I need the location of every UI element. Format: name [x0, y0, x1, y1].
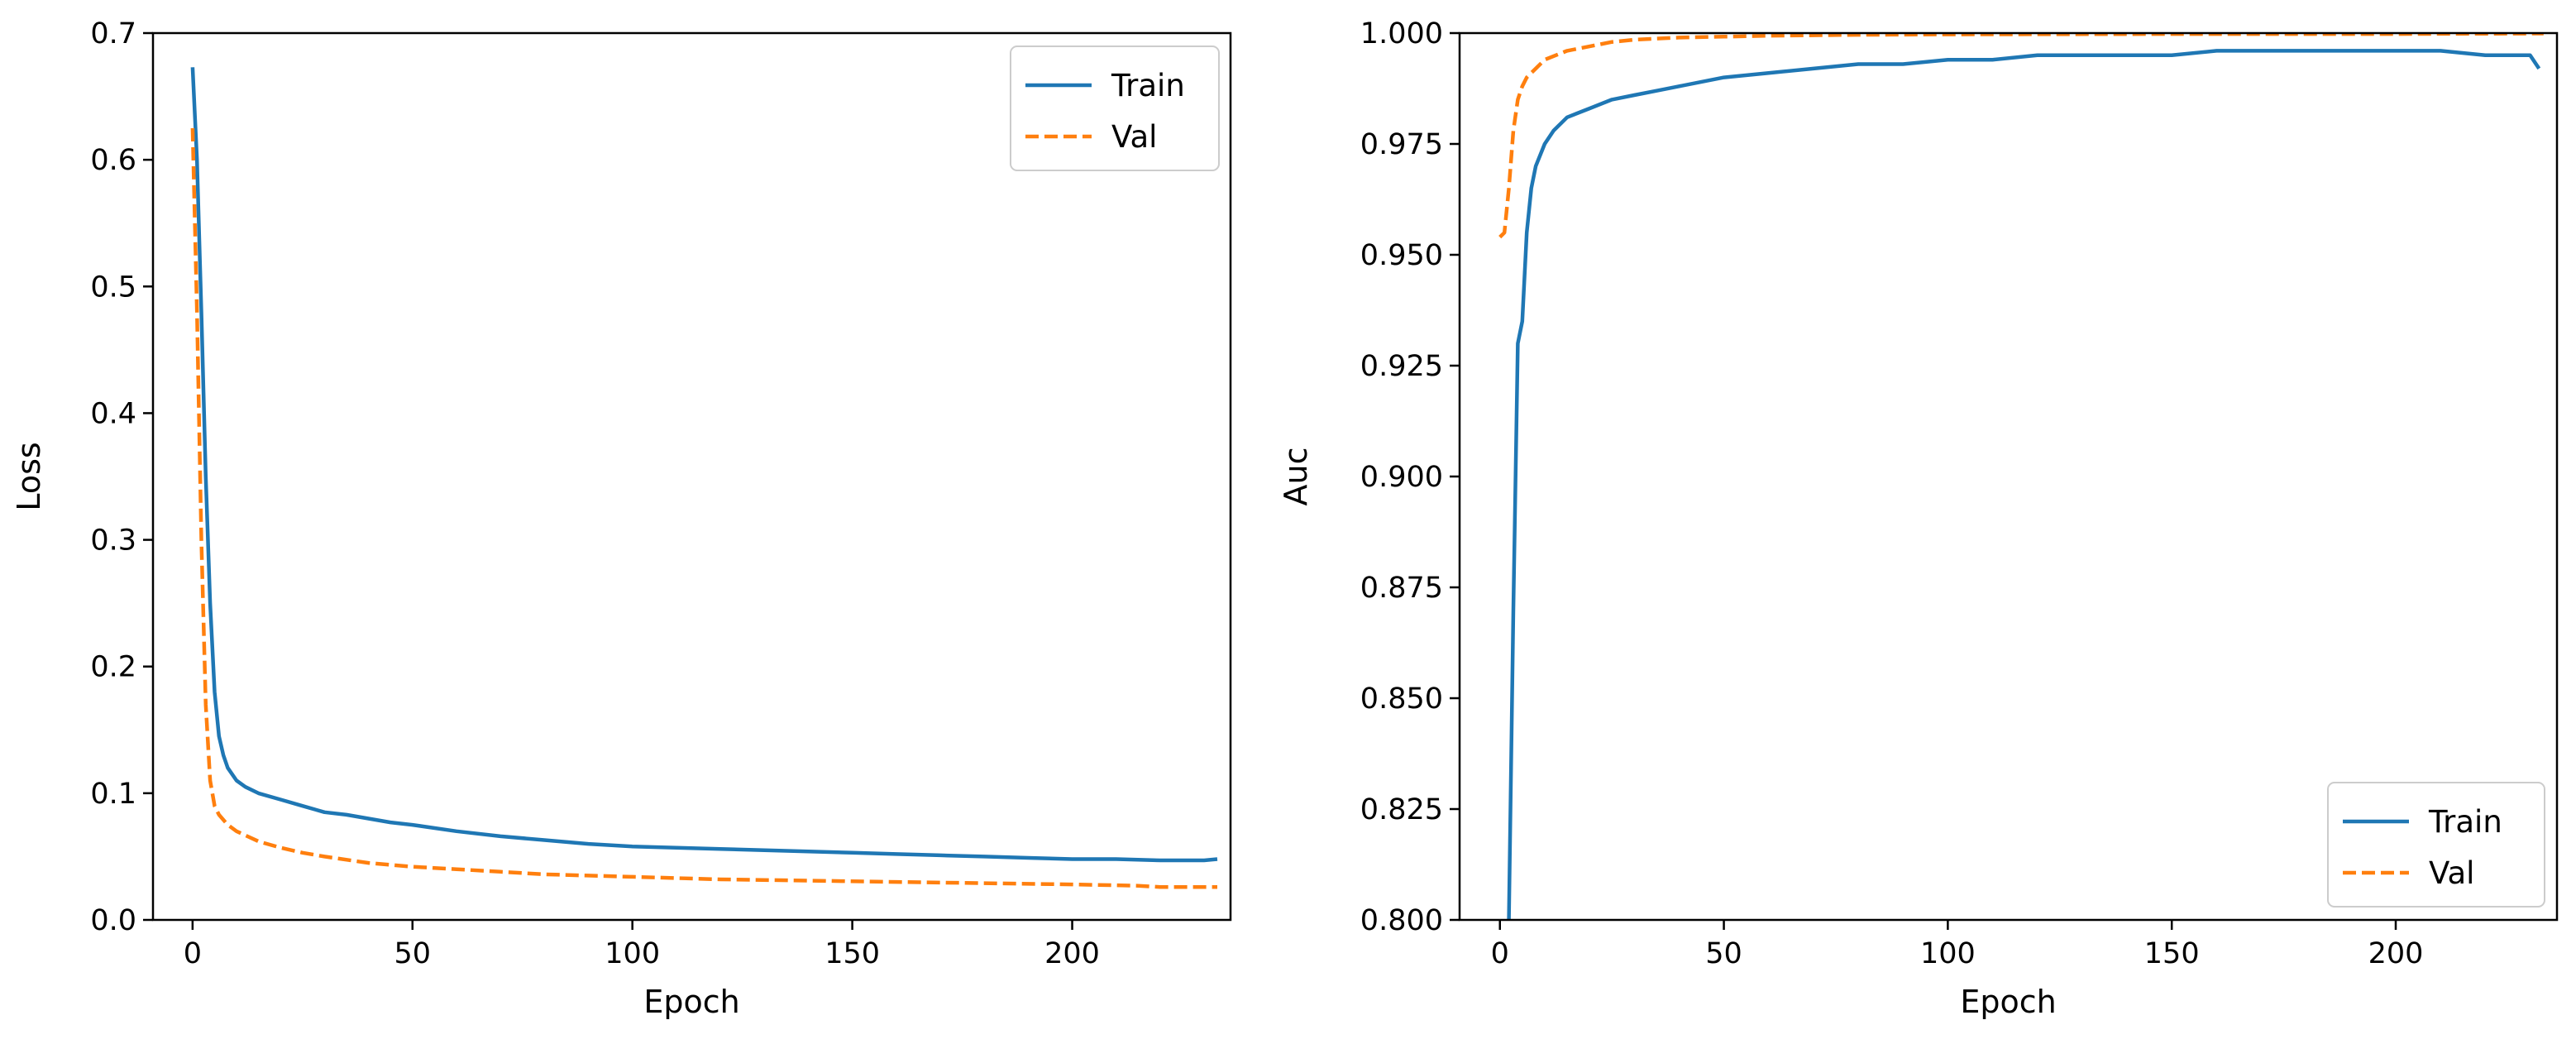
axes-frame [151, 31, 1232, 922]
legend-box [1010, 45, 1220, 171]
y-tick-label: 0.900 [1360, 461, 1443, 494]
x-tick-label: 0 [184, 937, 202, 970]
legend-label-train: Train [1111, 68, 1185, 103]
y-tick-label: 0.875 [1360, 572, 1443, 605]
series-line-val [190, 127, 1217, 889]
series-line-val [1498, 33, 2544, 239]
x-tick-label: 150 [2144, 937, 2200, 970]
y-tick-label: 0.975 [1360, 128, 1443, 161]
x-tick-label: 50 [394, 937, 432, 970]
legend-label-val: Val [2429, 855, 2474, 891]
y-tick-label: 0.925 [1360, 350, 1443, 383]
series-line-train [1507, 49, 2541, 920]
legend-label-train: Train [2428, 804, 2502, 840]
x-tick-label: 100 [605, 937, 660, 970]
y-tick-label: 0.800 [1360, 904, 1443, 937]
legend-box [2327, 782, 2545, 908]
chart-2: 0 50 100 150 200 0.800 0.825 0.850 0.875 0.900 0.9… [1278, 17, 2559, 1020]
x-tick-label: 200 [1044, 937, 1100, 970]
y-tick-label: 0.825 [1360, 793, 1443, 826]
chart-1: 0 50 100 150 200 0.0 0.1 0.2 0.3 0.4 0.5 0.6 0.7 Epoc… [11, 17, 1232, 1020]
y-axis-label: Auc [1278, 448, 1314, 506]
legend-label-val: Val [1111, 119, 1157, 155]
y-tick-label: 1.000 [1360, 17, 1443, 50]
x-tick-label: 50 [1705, 937, 1742, 970]
y-tick-label: 0.5 [90, 271, 136, 304]
y-tick-label: 0.950 [1360, 239, 1443, 272]
x-axis-label: Epoch [1960, 984, 2056, 1020]
series-line-train [190, 67, 1218, 863]
y-tick-label: 0.2 [90, 651, 136, 684]
y-axis-label: Loss [11, 442, 47, 510]
x-axis-label: Epoch [643, 984, 739, 1020]
y-tick-label: 0.4 [90, 397, 136, 430]
legend: Train Val [1010, 45, 1220, 171]
y-tick-label: 0.1 [90, 778, 136, 811]
y-tick-label: 0.7 [90, 17, 136, 50]
x-tick-label: 100 [1920, 937, 1976, 970]
x-tick-label: 0 [1491, 937, 1509, 970]
y-tick-label: 0.0 [90, 904, 136, 937]
y-tick-label: 0.850 [1360, 682, 1443, 716]
y-tick-label: 0.6 [90, 144, 136, 177]
y-tick-label: 0.3 [90, 524, 136, 558]
x-tick-label: 150 [824, 937, 880, 970]
x-tick-label: 200 [2368, 937, 2424, 970]
legend: Train Val [2327, 782, 2545, 908]
